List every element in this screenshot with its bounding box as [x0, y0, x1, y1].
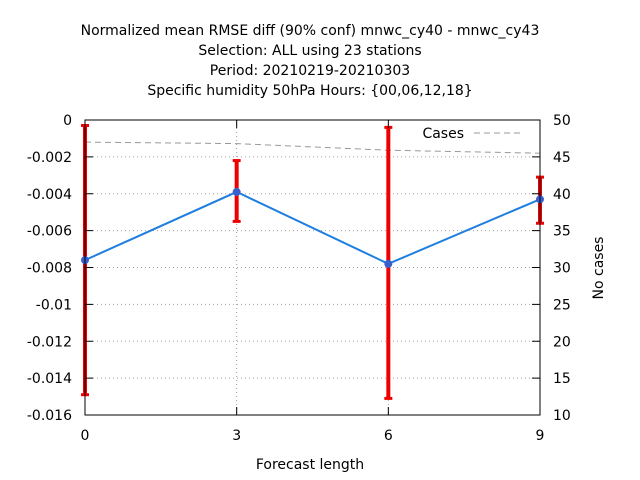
- y-tick-label: -0.016: [27, 408, 72, 424]
- cases-line: [84, 141, 541, 154]
- y-axis-right: 50 45 40 35 30 25 20 15 10: [532, 113, 571, 424]
- chart-title-line-1: Normalized mean RMSE diff (90% conf) mnw…: [81, 23, 540, 39]
- y2-axis-label: No cases: [591, 237, 607, 300]
- main-series: [81, 187, 544, 268]
- chart-title: Normalized mean RMSE diff (90% conf) mnw…: [81, 23, 540, 99]
- x-tick-label: 3: [232, 428, 241, 444]
- y-tick-label: -0.014: [27, 371, 72, 387]
- error-bars: [81, 124, 544, 400]
- x-tick-label: 0: [81, 428, 90, 444]
- x-axis-label: Forecast length: [256, 457, 364, 473]
- x-tick-label: 6: [384, 428, 393, 444]
- chart-title-line-4: Specific humidity 50hPa Hours: {00,06,12…: [147, 83, 472, 99]
- y2-tick-label: 20: [553, 334, 571, 350]
- y-axis-left: 0 -0.002 -0.004 -0.006 -0.008 -0.01 -0.012 -0.0…: [27, 113, 93, 424]
- y2-tick-label: 15: [553, 371, 571, 387]
- y-tick-label: -0.004: [27, 187, 72, 203]
- y-tick-label: -0.01: [36, 297, 72, 313]
- data-point: [384, 259, 393, 268]
- chart-title-line-2: Selection: ALL using 23 stations: [198, 43, 421, 59]
- y2-tick-label: 10: [553, 408, 571, 424]
- y2-tick-label: 50: [553, 113, 571, 129]
- cases-series: [84, 141, 541, 154]
- y-tick-label: -0.002: [27, 150, 72, 166]
- main-series-line: [84, 190, 541, 265]
- y-tick-label: -0.006: [27, 224, 72, 240]
- chart-title-line-3: Period: 20210219-20210303: [210, 63, 410, 79]
- y-tick-label: 0: [63, 113, 72, 129]
- grid: [85, 120, 540, 415]
- y2-tick-label: 35: [553, 224, 571, 240]
- x-tick-label: 9: [536, 428, 545, 444]
- legend: Cases: [422, 126, 522, 142]
- y2-tick-label: 30: [553, 261, 571, 277]
- y2-tick-label: 25: [553, 297, 571, 313]
- y2-tick-label: 45: [553, 150, 571, 166]
- x-axis: 0 3 6 9: [81, 120, 545, 444]
- y-tick-label: -0.012: [27, 334, 72, 350]
- y-tick-label: -0.008: [27, 261, 72, 277]
- y2-tick-label: 40: [553, 187, 571, 203]
- data-point: [232, 187, 241, 196]
- legend-label-cases: Cases: [422, 126, 464, 142]
